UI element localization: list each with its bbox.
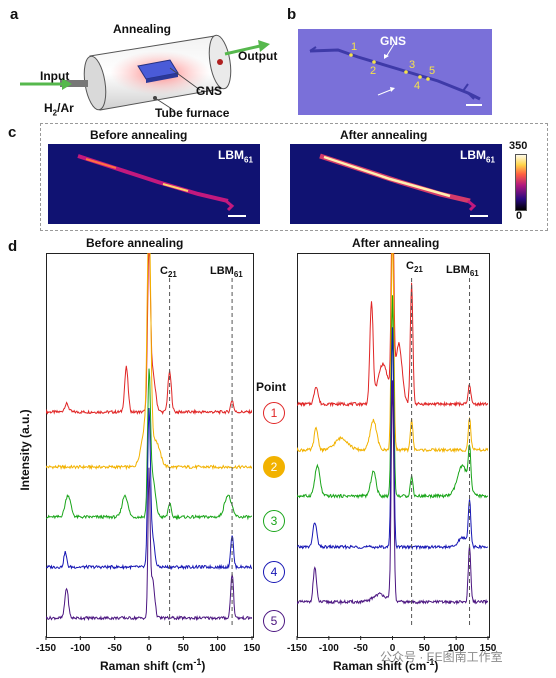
xlabel-before-end: ) xyxy=(201,659,206,673)
xlabel-after-end: ) xyxy=(434,659,439,673)
lbm-label-d-after: LBM61 xyxy=(446,264,479,278)
x-tick-label: -150 xyxy=(287,643,307,654)
point-label-1: 1 xyxy=(351,41,358,53)
panel-c-frame xyxy=(40,123,548,231)
optical-svg xyxy=(298,29,492,115)
lbm-d-after-text: LBM xyxy=(446,264,470,276)
inlet-pipe xyxy=(60,80,88,87)
panel-letter-b: b xyxy=(287,6,297,23)
annealing-label: Annealing xyxy=(113,22,172,36)
panel-letter-c: c xyxy=(8,124,17,141)
lbm-d-before-text: LBM xyxy=(210,265,234,277)
gns-optical-label: GNS xyxy=(380,34,407,48)
lbm-after-text: LBM xyxy=(460,148,486,162)
gas-label-h: H xyxy=(44,101,53,115)
output-label: Output xyxy=(238,49,278,63)
d-after-title: After annealing xyxy=(352,236,440,250)
d-x-axis-label-after: Raman shift (cm-1) xyxy=(333,657,438,673)
xlabel-before-sup: -1 xyxy=(193,657,202,667)
c21-before-text: C xyxy=(160,265,168,277)
point-label-4: 4 xyxy=(414,80,421,92)
point-marker-1: 1 xyxy=(263,402,285,424)
point-label-5: 5 xyxy=(429,65,436,77)
point-label-3: 3 xyxy=(409,59,416,71)
color-scale-min: 0 xyxy=(516,210,523,222)
pl-map-before: LBM61 xyxy=(48,144,260,224)
x-tick-label: -50 xyxy=(107,643,122,654)
tube-furnace-label: Tube furnace xyxy=(155,106,230,120)
pl-map-after-svg xyxy=(290,144,502,224)
lbm-before-text: LBM xyxy=(218,148,244,162)
series-line-2 xyxy=(297,253,488,454)
c21-after-text: C xyxy=(406,260,414,272)
lbm-before-sub: 61 xyxy=(244,155,253,165)
output-arrow xyxy=(224,44,261,56)
gas-label-sub: 2 xyxy=(52,108,58,118)
x-tick-label: 150 xyxy=(480,643,497,654)
c21-before-sub: 21 xyxy=(167,270,177,280)
series-line-2 xyxy=(46,253,252,471)
watermark: 公众号 · EE图南工作室 xyxy=(380,650,503,664)
gas-label: H2/Ar xyxy=(44,101,74,117)
c21-label-after: C21 xyxy=(406,260,423,274)
x-tick-label: 100 xyxy=(209,643,226,654)
point-marker-4: 4 xyxy=(263,561,285,583)
lbm-d-after-sub: 61 xyxy=(469,269,479,279)
optical-image: GNS 1 2 3 4 5 xyxy=(298,29,492,115)
series-line-5 xyxy=(297,380,488,606)
x-tick-label: 50 xyxy=(419,643,431,654)
lbm-after-sub: 61 xyxy=(486,155,495,165)
x-tick-label: 100 xyxy=(448,643,465,654)
series-line-1 xyxy=(46,253,252,416)
point-marker-5: 5 xyxy=(263,610,285,632)
tube-outlet xyxy=(217,59,223,65)
c-after-title: After annealing xyxy=(340,128,428,142)
plot-before: -150 -100 -50 0 50 100 150 xyxy=(36,253,261,654)
pl-map-after: LBM61 xyxy=(290,144,502,224)
x-tick-label: -50 xyxy=(353,643,368,654)
c-before-title: Before annealing xyxy=(90,128,188,142)
x-tick-label: -150 xyxy=(36,643,56,654)
gns-label: GNS xyxy=(196,84,223,98)
d-before-title: Before annealing xyxy=(86,236,184,250)
xlabel-after-sup: -1 xyxy=(426,657,435,667)
series-line-3 xyxy=(46,368,252,521)
point-marker-3: 3 xyxy=(263,510,285,532)
series-line-4 xyxy=(46,407,252,571)
xlabel-after-text: Raman shift (cm xyxy=(333,659,427,673)
series-group xyxy=(46,253,252,622)
series-group xyxy=(297,253,488,606)
x-tick-label: -100 xyxy=(319,643,339,654)
c21-after-sub: 21 xyxy=(413,265,423,275)
x-tick-label: 0 xyxy=(146,643,152,654)
plot-after: -150 -100 -50 0 50 100 150 xyxy=(287,253,497,654)
input-label: Input xyxy=(40,69,70,83)
series-line-1 xyxy=(297,253,488,408)
series-line-4 xyxy=(297,327,488,551)
lbm-label-before: LBM61 xyxy=(218,148,253,164)
series-line-3 xyxy=(297,295,488,500)
pl-map-before-svg xyxy=(48,144,260,224)
x-tick-label: -100 xyxy=(70,643,90,654)
x-tick-label: 150 xyxy=(244,643,261,654)
lbm-label-d-before: LBM61 xyxy=(210,265,243,279)
point-label-2: 2 xyxy=(370,65,377,77)
color-scale-bar xyxy=(515,154,527,211)
panel-letter-a: a xyxy=(10,6,19,23)
point-marker-2: 2 xyxy=(263,456,285,478)
color-scale-max: 350 xyxy=(509,140,528,152)
d-x-axis-label-before: Raman shift (cm-1) xyxy=(100,657,205,673)
series-line-5 xyxy=(46,467,252,622)
point-header: Point xyxy=(256,380,286,394)
lbm-d-before-sub: 61 xyxy=(233,270,243,280)
xlabel-before-text: Raman shift (cm xyxy=(100,659,194,673)
furnace-illustration xyxy=(20,34,270,112)
x-tick-label: 50 xyxy=(178,643,190,654)
gas-label-rest: /Ar xyxy=(57,101,74,115)
c21-label-before: C21 xyxy=(160,265,177,279)
panel-letter-d: d xyxy=(8,238,18,255)
lbm-label-after: LBM61 xyxy=(460,148,495,164)
x-tick-label: 0 xyxy=(390,643,396,654)
